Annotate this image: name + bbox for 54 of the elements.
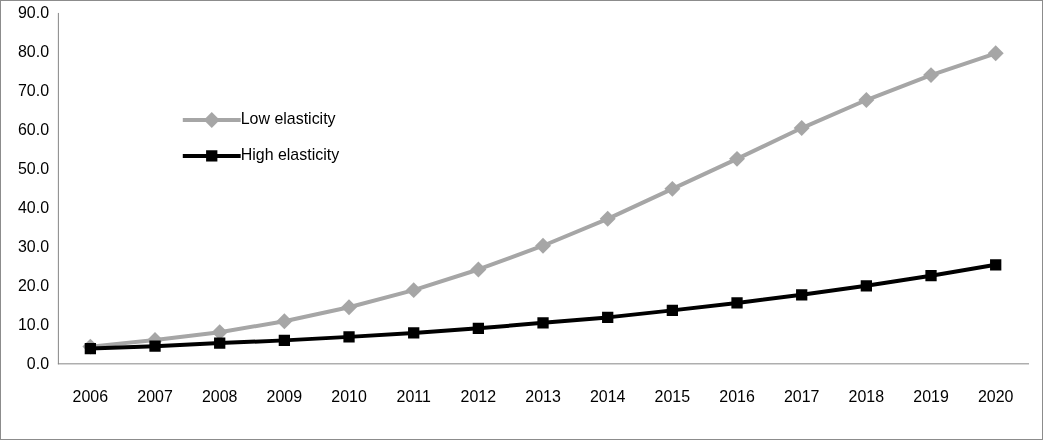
x-tick-label: 2007 [137, 387, 173, 405]
point [408, 327, 420, 339]
legend-label: Low elasticity [240, 110, 336, 128]
y-tick-label: 20.0 [17, 276, 50, 294]
point [214, 337, 226, 349]
point [860, 280, 873, 292]
y-tick-label: 10.0 [17, 315, 50, 333]
point [470, 261, 487, 278]
y-tick-label: 50.0 [17, 159, 50, 177]
point [602, 311, 614, 324]
x-tick-label: 2011 [396, 387, 431, 405]
x-tick-label: 2015 [654, 387, 691, 405]
x-tick-label: 2018 [848, 387, 885, 405]
y-tick-label: 30.0 [17, 237, 50, 255]
x-tick-label: 2008 [201, 387, 238, 405]
x-tick-label: 2014 [589, 387, 626, 405]
point [84, 342, 97, 355]
x-tick-label: 2013 [525, 387, 561, 405]
x-tick-label: 2012 [460, 387, 497, 405]
y-tick-label: 0.0 [26, 354, 50, 372]
point [149, 340, 161, 352]
y-tick-label: 70.0 [17, 81, 50, 99]
point [923, 67, 940, 84]
x-tick-label: 2016 [719, 387, 755, 405]
point [793, 120, 810, 137]
legend-label: High elasticity [240, 146, 340, 164]
point [925, 270, 937, 282]
point [276, 313, 293, 330]
point [537, 317, 549, 329]
point [731, 297, 743, 309]
x-tick-label: 2019 [913, 387, 949, 405]
point [535, 237, 552, 254]
x-tick-label: 2017 [783, 387, 820, 405]
point [990, 259, 1002, 271]
point [664, 180, 681, 197]
point [599, 210, 616, 227]
point [472, 322, 485, 334]
y-tick-label: 80.0 [17, 42, 50, 60]
x-tick-label: 2020 [977, 387, 1014, 405]
y-tick-label: 40.0 [17, 198, 50, 216]
point [729, 150, 746, 167]
point [858, 92, 875, 108]
point [796, 289, 808, 301]
y-tick-label: 90.0 [17, 3, 50, 21]
point [666, 304, 679, 317]
x-tick-label: 2006 [72, 387, 109, 405]
x-tick-label: 2010 [331, 387, 367, 405]
point [343, 331, 355, 343]
x-tick-label: 2009 [266, 387, 303, 405]
point [341, 299, 358, 316]
point [405, 282, 422, 299]
point [987, 45, 1004, 62]
point [278, 334, 291, 347]
y-tick-label: 60.0 [17, 120, 50, 138]
